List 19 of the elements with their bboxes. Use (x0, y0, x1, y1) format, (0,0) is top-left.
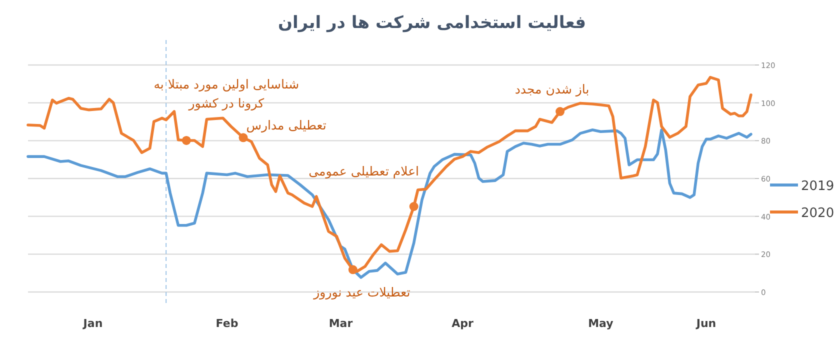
annotation: تعطیلی مدارس (246, 118, 327, 134)
x-tick-label: Apr (452, 317, 474, 330)
annotation: اعلام تعطیلی عمومی (308, 163, 420, 180)
x-tick-label: Jun (695, 317, 716, 330)
point (182, 136, 191, 145)
legend-label: 2019 (801, 179, 834, 194)
annotation: باز شدن مجدد (514, 82, 590, 98)
x-tick-label: Feb (216, 317, 238, 330)
chart-title: فعالیت استخدامی شرکت ها در ایران (278, 13, 586, 33)
x-tick-label: May (588, 317, 614, 330)
x-tick-label: Jan (82, 317, 103, 330)
point (556, 107, 565, 116)
annotation: شناسایی اولین مورد مبتلا به کرونا در کشور (154, 76, 300, 112)
point (409, 202, 418, 211)
point (238, 133, 248, 142)
annotation: تعطیلات عید نوروز (312, 284, 411, 301)
point (348, 265, 358, 274)
legend-label: 2020 (801, 206, 834, 221)
x-tick-label: Mar (328, 317, 354, 330)
